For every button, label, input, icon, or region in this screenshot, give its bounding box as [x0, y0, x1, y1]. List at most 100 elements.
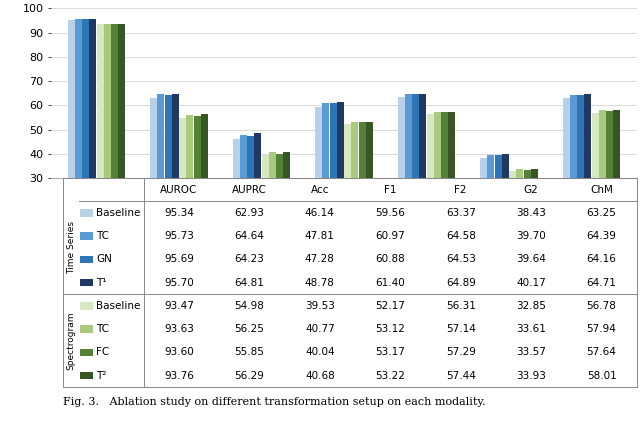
Bar: [337, 102, 344, 178]
Bar: [276, 154, 283, 178]
Bar: [412, 95, 419, 178]
Bar: [179, 117, 186, 178]
Text: 57.64: 57.64: [587, 347, 616, 357]
Bar: [480, 158, 487, 178]
Text: 33.93: 33.93: [516, 371, 546, 380]
Bar: [502, 153, 509, 178]
Text: 64.89: 64.89: [446, 278, 476, 287]
Text: 39.64: 39.64: [516, 254, 546, 265]
Text: T²: T²: [96, 371, 107, 380]
Text: Fig. 3.   Ablation study on different transformation setup on each modality.: Fig. 3. Ablation study on different tran…: [63, 397, 486, 407]
Text: ChM: ChM: [590, 185, 613, 195]
Text: F1: F1: [384, 185, 397, 195]
Text: 95.70: 95.70: [164, 278, 194, 287]
Bar: [269, 152, 276, 178]
Bar: [82, 19, 89, 178]
Bar: [81, 256, 93, 263]
Text: 40.17: 40.17: [516, 278, 546, 287]
Text: 57.94: 57.94: [587, 324, 616, 334]
Text: 93.76: 93.76: [164, 371, 194, 380]
Text: 64.23: 64.23: [234, 254, 264, 265]
Text: 62.93: 62.93: [234, 208, 264, 218]
Text: 54.98: 54.98: [234, 301, 264, 311]
Bar: [118, 24, 125, 178]
Text: TC: TC: [96, 231, 109, 241]
Text: Baseline: Baseline: [96, 301, 141, 311]
Bar: [524, 170, 531, 178]
Text: FC: FC: [96, 347, 109, 357]
Bar: [516, 170, 524, 178]
Text: Acc: Acc: [310, 185, 329, 195]
Bar: [164, 95, 172, 178]
Bar: [449, 112, 456, 178]
Text: 60.88: 60.88: [376, 254, 405, 265]
Bar: [563, 98, 570, 178]
Text: 56.78: 56.78: [587, 301, 616, 311]
Text: 61.40: 61.40: [376, 278, 405, 287]
Bar: [81, 209, 93, 217]
Text: 46.14: 46.14: [305, 208, 335, 218]
Text: 57.14: 57.14: [446, 324, 476, 334]
Text: 63.25: 63.25: [587, 208, 616, 218]
Bar: [186, 114, 193, 178]
Bar: [531, 169, 538, 178]
Text: GN: GN: [96, 254, 112, 265]
Text: 48.78: 48.78: [305, 278, 335, 287]
Text: 33.57: 33.57: [516, 347, 546, 357]
Bar: [172, 94, 179, 178]
Bar: [427, 114, 434, 178]
Bar: [434, 112, 441, 178]
Text: 52.17: 52.17: [375, 301, 405, 311]
Text: 60.97: 60.97: [376, 231, 405, 241]
Bar: [97, 24, 104, 178]
Bar: [599, 111, 606, 178]
Bar: [330, 103, 337, 178]
Bar: [194, 115, 201, 178]
Bar: [606, 111, 613, 178]
Text: 53.12: 53.12: [375, 324, 405, 334]
Text: 64.53: 64.53: [446, 254, 476, 265]
Text: AUPRC: AUPRC: [232, 185, 267, 195]
Bar: [81, 372, 93, 379]
Bar: [315, 106, 322, 178]
Bar: [509, 171, 516, 178]
Bar: [366, 122, 373, 178]
Text: 58.01: 58.01: [587, 371, 616, 380]
Text: 40.04: 40.04: [305, 347, 335, 357]
Text: G2: G2: [524, 185, 538, 195]
Bar: [584, 94, 591, 178]
Text: 55.85: 55.85: [234, 347, 264, 357]
Text: Time Series: Time Series: [67, 221, 76, 274]
Bar: [232, 139, 239, 178]
Text: 56.29: 56.29: [234, 371, 264, 380]
Bar: [104, 24, 111, 178]
Text: 95.73: 95.73: [164, 231, 194, 241]
Bar: [75, 19, 82, 178]
Text: 64.81: 64.81: [234, 278, 264, 287]
Bar: [68, 20, 75, 178]
Bar: [284, 152, 291, 178]
Text: AUROC: AUROC: [160, 185, 198, 195]
Text: Baseline: Baseline: [96, 208, 141, 218]
Text: 57.44: 57.44: [446, 371, 476, 380]
Text: 32.85: 32.85: [516, 301, 546, 311]
Bar: [495, 155, 502, 178]
Bar: [240, 135, 247, 178]
Bar: [90, 19, 97, 178]
Text: 93.60: 93.60: [164, 347, 194, 357]
Text: TC: TC: [96, 324, 109, 334]
Text: 57.29: 57.29: [446, 347, 476, 357]
Text: 47.81: 47.81: [305, 231, 335, 241]
Text: 95.69: 95.69: [164, 254, 194, 265]
Bar: [247, 136, 254, 178]
Text: 64.16: 64.16: [587, 254, 616, 265]
Bar: [157, 94, 164, 178]
Text: 56.31: 56.31: [446, 301, 476, 311]
Text: T¹: T¹: [96, 278, 107, 287]
Bar: [419, 94, 426, 178]
Text: 53.22: 53.22: [375, 371, 405, 380]
Bar: [570, 95, 577, 178]
Text: F2: F2: [454, 185, 467, 195]
Text: 39.53: 39.53: [305, 301, 335, 311]
Bar: [81, 302, 93, 310]
